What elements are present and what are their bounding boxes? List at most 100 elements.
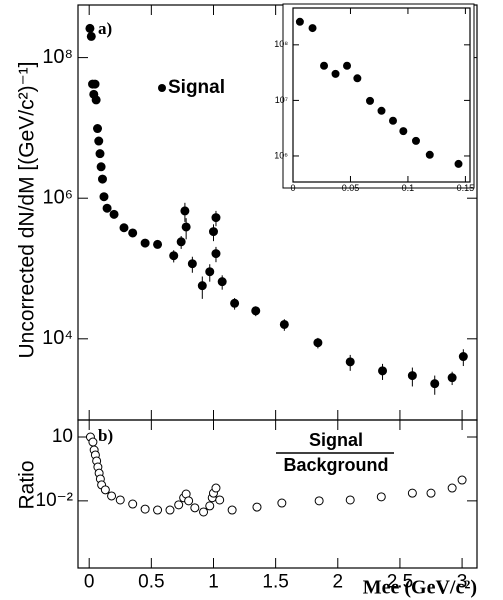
data-point xyxy=(376,492,386,502)
data-point xyxy=(388,116,397,125)
data-point xyxy=(187,259,197,269)
data-point xyxy=(454,159,463,168)
data-point xyxy=(211,483,221,493)
data-point xyxy=(174,500,184,510)
data-point xyxy=(377,106,386,115)
annotation-marker xyxy=(158,84,166,92)
data-point xyxy=(320,61,329,70)
data-point xyxy=(447,373,457,383)
x-tick-label: 0.15 xyxy=(457,183,475,193)
data-point xyxy=(119,223,129,233)
data-point xyxy=(165,505,175,515)
y-axis-label: Uncorrected dN/dM [(GeV/c²)⁻¹] xyxy=(16,62,39,359)
data-point xyxy=(208,227,218,237)
data-point xyxy=(430,379,440,389)
y-tick-label: 10⁶ xyxy=(274,150,288,160)
ratio-numerator: Signal xyxy=(309,430,363,450)
data-point xyxy=(279,319,289,329)
data-point xyxy=(176,237,186,247)
data-point xyxy=(153,239,163,249)
data-point xyxy=(199,507,209,517)
data-point xyxy=(345,357,355,367)
x-tick-label: 0.1 xyxy=(402,183,415,193)
annotation: Signal xyxy=(168,77,225,98)
data-point xyxy=(128,228,138,238)
data-point xyxy=(85,23,95,33)
data-point xyxy=(366,96,375,105)
data-point xyxy=(345,495,355,505)
data-point xyxy=(251,306,261,316)
data-point xyxy=(217,277,227,287)
data-point xyxy=(169,251,179,261)
data-point xyxy=(227,505,237,515)
y-tick-label: 10⁸ xyxy=(42,46,73,68)
y-tick-label: 10⁴ xyxy=(42,327,73,349)
data-point xyxy=(407,488,417,498)
data-point xyxy=(94,136,104,146)
data-point xyxy=(88,437,98,447)
data-point xyxy=(86,31,96,41)
data-point xyxy=(96,162,106,172)
data-point xyxy=(230,298,240,308)
data-point xyxy=(140,238,150,248)
x-tick-label: 2.5 xyxy=(387,571,413,592)
data-point xyxy=(313,338,323,348)
data-point xyxy=(190,503,200,513)
data-point xyxy=(331,69,340,78)
y-tick-label: 10⁷ xyxy=(275,95,288,105)
data-point xyxy=(97,174,107,184)
x-tick-label: 1.5 xyxy=(262,571,288,592)
data-point xyxy=(115,495,125,505)
data-point xyxy=(100,485,110,495)
data-point xyxy=(277,498,287,508)
x-tick-label: 2 xyxy=(332,571,343,592)
data-point xyxy=(140,504,150,514)
data-point xyxy=(90,79,100,89)
panel-label: b) xyxy=(98,426,113,445)
data-point xyxy=(343,61,352,70)
data-point xyxy=(205,267,215,277)
data-point xyxy=(197,281,207,291)
y-tick-label: 10⁶ xyxy=(43,186,73,208)
data-point xyxy=(128,499,138,509)
plot-frame xyxy=(292,7,471,183)
data-point xyxy=(411,136,420,145)
data-point xyxy=(99,192,109,202)
data-point xyxy=(93,124,103,134)
data-point xyxy=(91,95,101,105)
data-point xyxy=(102,203,112,213)
data-point xyxy=(107,491,117,501)
y-tick-label: 10⁻² xyxy=(36,490,74,511)
data-point xyxy=(447,483,457,493)
data-point xyxy=(314,496,324,506)
data-point xyxy=(457,475,467,485)
x-tick-label: 0 xyxy=(84,571,95,592)
x-tick-label: 0.05 xyxy=(342,183,360,193)
data-point xyxy=(109,209,119,219)
x-tick-label: 0 xyxy=(290,183,295,193)
data-point xyxy=(407,371,417,381)
data-point xyxy=(215,495,225,505)
data-point xyxy=(378,366,388,376)
data-point xyxy=(153,505,163,515)
data-point xyxy=(95,149,105,159)
data-point xyxy=(211,249,221,259)
x-tick-label: 3 xyxy=(457,571,468,592)
x-tick-label: 1 xyxy=(208,571,219,592)
data-point xyxy=(458,352,468,362)
plot-frame xyxy=(77,419,478,569)
data-point xyxy=(399,127,408,136)
x-tick-label: 0.5 xyxy=(138,571,164,592)
panel-label: a) xyxy=(98,19,112,38)
y-tick-label: 10 xyxy=(52,426,73,447)
data-point xyxy=(211,213,221,223)
x-axis-label: Mee (GeV/c²) xyxy=(363,577,477,599)
data-point xyxy=(184,496,194,506)
data-point xyxy=(353,74,362,83)
data-point xyxy=(252,502,262,512)
data-point xyxy=(295,17,304,26)
data-point xyxy=(426,488,436,498)
data-point xyxy=(205,501,215,511)
data-point xyxy=(308,24,317,33)
